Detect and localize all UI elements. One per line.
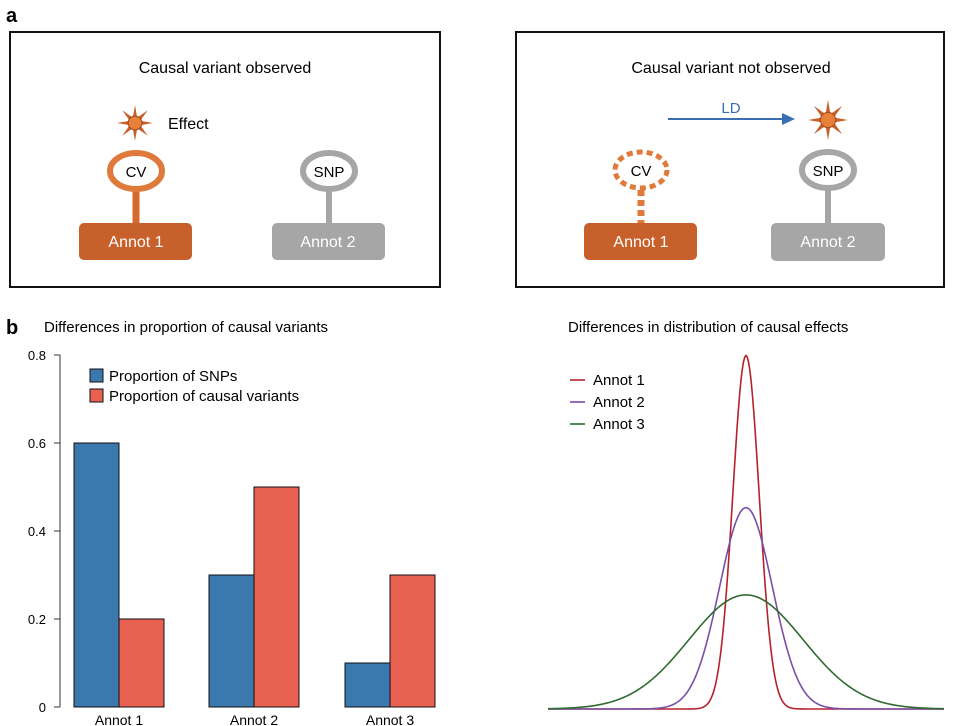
snp-label-right: SNP xyxy=(813,163,844,180)
panel-a-left-box: Causal variant observed Effect CV Annot … xyxy=(9,31,441,288)
bar-snps-1 xyxy=(73,442,120,708)
snp-label: SNP xyxy=(314,164,345,181)
legend-label: Proportion of causal variants xyxy=(109,388,299,405)
ld-label: LD xyxy=(721,100,740,117)
bar-snps-2 xyxy=(208,574,255,708)
legend-label: Proportion of SNPs xyxy=(109,368,237,385)
legend-swatch xyxy=(89,388,104,403)
y-tick-label: 0.8 xyxy=(28,348,46,363)
snp-node xyxy=(300,150,358,192)
y-tick-label: 0 xyxy=(39,700,46,715)
bar-causal-3 xyxy=(389,574,436,708)
annot1-label: Annot 1 xyxy=(108,234,163,251)
panel-b-label: b xyxy=(6,317,18,339)
legend-label: Annot 1 xyxy=(593,372,645,389)
right-box-title: Causal variant not observed xyxy=(631,60,830,77)
density-chart: Annot 1 Annot 2 Annot 3 xyxy=(547,354,945,710)
effect-star-icon-right xyxy=(808,100,848,140)
bar-chart: 0 0.2 0.4 0.6 0.8 Annot 1 Annot 2 Annot 3 Propor… xyxy=(28,348,436,726)
panel-a-label: a xyxy=(6,5,18,27)
annot2-box-right xyxy=(771,223,885,261)
snp-node-right xyxy=(799,149,857,191)
x-tick-label: Annot 2 xyxy=(230,712,278,726)
annot2-box xyxy=(272,223,385,260)
cv-label-right: CV xyxy=(631,163,652,180)
effect-label: Effect xyxy=(168,116,209,133)
annot1-box-right xyxy=(584,223,697,260)
effect-star-icon xyxy=(117,105,153,141)
density-curve-annot2 xyxy=(548,506,944,710)
density-chart-title: Differences in distribution of causal ef… xyxy=(568,319,848,336)
y-tick-label: 0.2 xyxy=(28,612,46,627)
ld-arrowhead-icon xyxy=(782,113,795,125)
cv-node-dashed xyxy=(612,149,670,191)
annot2-label-right: Annot 2 xyxy=(800,234,855,251)
annot1-label-right: Annot 1 xyxy=(613,234,668,251)
annot1-box xyxy=(79,223,192,260)
bar-causal-1 xyxy=(118,618,165,708)
bar-snps-3 xyxy=(344,662,391,708)
bar-causal-2 xyxy=(253,486,300,708)
x-tick-label: Annot 3 xyxy=(366,712,414,726)
y-tick-label: 0.4 xyxy=(28,524,46,539)
cv-node xyxy=(107,150,165,192)
x-tick-label: Annot 1 xyxy=(95,712,143,726)
left-box-title: Causal variant observed xyxy=(139,60,312,77)
cv-label: CV xyxy=(126,164,147,181)
bar-chart-title: Differences in proportion of causal vari… xyxy=(44,319,328,336)
annot2-label: Annot 2 xyxy=(300,234,355,251)
legend-label: Annot 3 xyxy=(593,416,645,433)
density-curve-annot3 xyxy=(547,594,945,710)
y-tick-label: 0.6 xyxy=(28,436,46,451)
panel-a-right-box: Causal variant not observed LD CV Annot … xyxy=(515,31,945,288)
legend-label: Annot 2 xyxy=(593,394,645,411)
legend-swatch xyxy=(89,368,104,383)
